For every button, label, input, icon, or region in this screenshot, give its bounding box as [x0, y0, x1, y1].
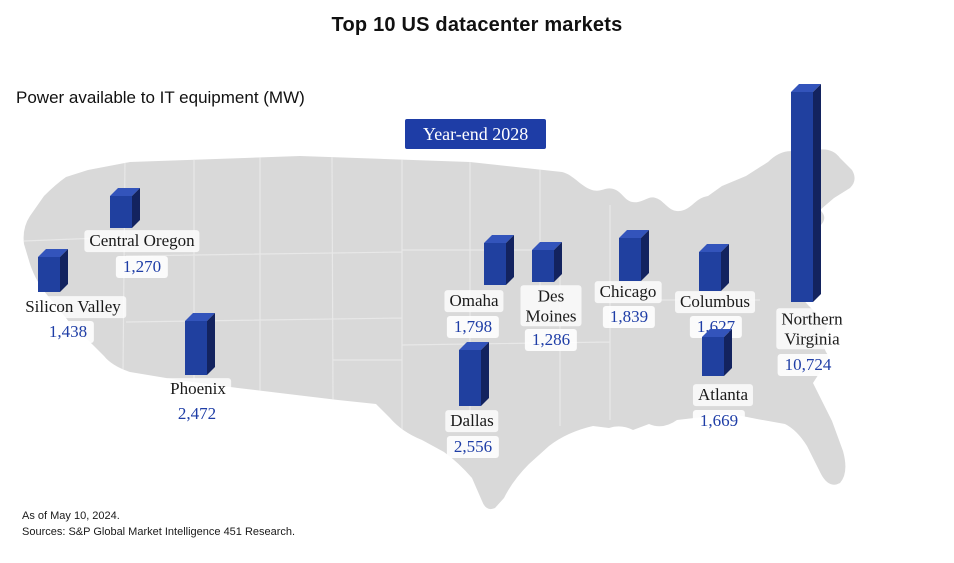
- market-bar-dallas: [459, 342, 489, 406]
- market-label-silicon-valley: Silicon Valley: [20, 296, 126, 318]
- bar-face-front: [38, 257, 60, 292]
- market-bar-central-oregon: [110, 188, 140, 228]
- year-end-badge: Year-end 2028: [405, 119, 547, 149]
- bar-face-front: [699, 252, 721, 291]
- bar-face-front: [110, 196, 132, 228]
- market-bar-silicon-valley: [38, 249, 68, 292]
- bar-face-side: [813, 84, 821, 302]
- bar-face-front: [702, 337, 724, 376]
- market-value-silicon-valley: 1,438: [41, 321, 95, 343]
- bar-face-front: [532, 250, 554, 282]
- bar-face-side: [554, 242, 562, 282]
- bar-face-front: [619, 238, 641, 281]
- market-label-northern-virginia: Northern Virginia: [776, 308, 848, 350]
- bar-face-side: [60, 249, 68, 292]
- market-bar-omaha: [484, 235, 514, 285]
- market-label-chicago: Chicago: [594, 281, 662, 303]
- chart-title: Top 10 US datacenter markets: [331, 14, 623, 36]
- bar-face-front: [185, 321, 207, 375]
- market-value-atlanta: 1,669: [692, 410, 746, 432]
- market-bar-phoenix: [185, 313, 215, 375]
- market-value-dallas: 2,556: [446, 436, 500, 458]
- footnote-as-of: As of May 10, 2024.: [22, 510, 120, 522]
- market-value-omaha: 1,798: [446, 316, 500, 338]
- chart-subtitle: Power available to IT equipment (MW): [16, 88, 305, 107]
- bar-face-side: [641, 230, 649, 281]
- bar-face-side: [506, 235, 514, 285]
- market-bar-northern-virginia: [791, 84, 821, 302]
- market-bar-atlanta: [702, 329, 732, 376]
- bar-face-side: [132, 188, 140, 228]
- market-label-des-moines: Des Moines: [520, 285, 582, 327]
- market-label-phoenix: Phoenix: [165, 378, 231, 400]
- market-label-atlanta: Atlanta: [692, 384, 754, 406]
- market-value-chicago: 1,839: [602, 306, 656, 328]
- market-bar-columbus: [699, 244, 729, 291]
- bar-face-front: [459, 350, 481, 406]
- bar-face-side: [481, 342, 489, 406]
- bar-face-side: [724, 329, 732, 376]
- footnote-sources: Sources: S&P Global Market Intelligence …: [22, 525, 296, 538]
- market-label-omaha: Omaha: [444, 290, 504, 312]
- market-label-columbus: Columbus: [675, 291, 755, 313]
- market-value-northern-virginia: 10,724: [777, 354, 839, 376]
- footnotes: As of May 10, 2024. Sources: S&P Global …: [22, 509, 295, 541]
- market-bar-chicago: [619, 230, 649, 281]
- market-value-central-oregon: 1,270: [115, 256, 169, 278]
- market-value-phoenix: 2,472: [170, 403, 224, 425]
- bar-face-front: [484, 243, 506, 285]
- bar-face-side: [721, 244, 729, 291]
- bar-face-side: [207, 313, 215, 375]
- market-label-central-oregon: Central Oregon: [84, 230, 200, 252]
- market-value-des-moines: 1,286: [524, 329, 578, 351]
- market-label-dallas: Dallas: [445, 410, 499, 432]
- market-bar-des-moines: [532, 242, 562, 282]
- bar-face-front: [791, 92, 813, 302]
